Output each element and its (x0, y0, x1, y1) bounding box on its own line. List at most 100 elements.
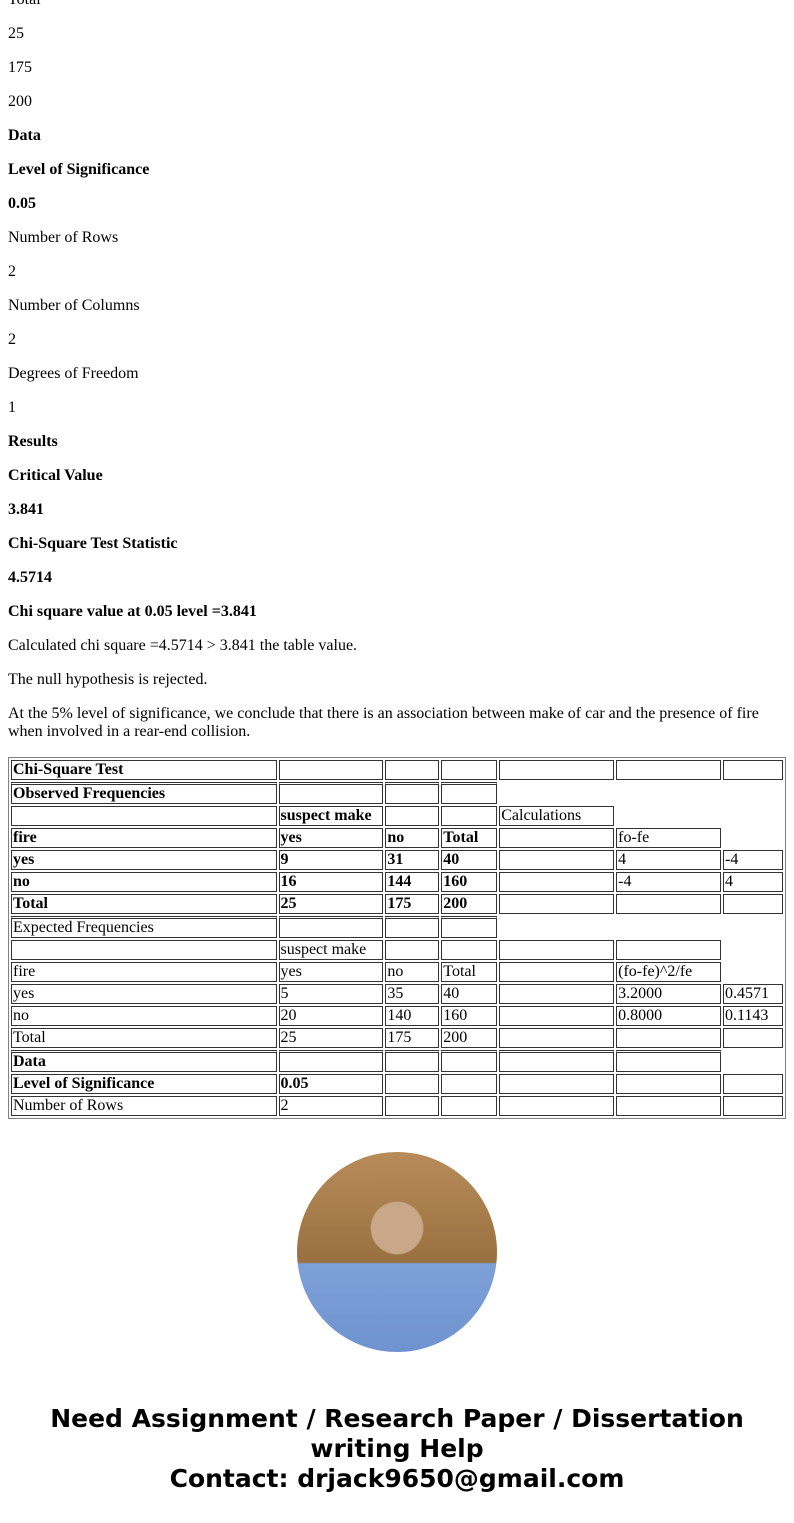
table-cell: 40 (441, 984, 498, 1004)
table-cell: fire (11, 828, 277, 848)
table-cell: Chi-Square Test (11, 760, 277, 780)
paragraph: Chi square value at 0.05 level =3.841 (8, 603, 257, 620)
table-cell (723, 894, 783, 914)
paragraph: Critical Value (8, 467, 103, 484)
table-cell (441, 806, 498, 826)
table-cell: 0.05 (278, 1074, 384, 1094)
table-cell (616, 940, 721, 960)
table-cell (441, 940, 498, 960)
table-cell: 20 (278, 1006, 384, 1026)
table-cell (441, 1050, 498, 1072)
paragraph: 0.05 (8, 195, 36, 212)
author-photo (297, 1152, 497, 1352)
footer-line-1: Need Assignment / Research Paper / Disse… (50, 1404, 744, 1463)
table-cell: 3.2000 (616, 984, 721, 1004)
table-cell (616, 1096, 721, 1116)
table-cell (385, 782, 440, 804)
table-row: yes 5 35 40 3.2000 0.4571 (11, 984, 783, 1004)
table-cell: 35 (385, 984, 440, 1004)
table-row: Level of Significance 0.05 (11, 1074, 783, 1094)
table-cell: 5 (278, 984, 384, 1004)
table-cell: Total (441, 962, 498, 982)
table-cell (499, 850, 615, 870)
table-cell (385, 806, 440, 826)
footer-contact: Contact: drjack9650@gmail.com (169, 1464, 625, 1493)
paragraph: Data (8, 127, 41, 144)
table-cell: (fo-fe)^2/fe (616, 962, 721, 982)
table-cell: 4 (723, 872, 783, 892)
table-cell (441, 1096, 498, 1116)
table-cell: 2 (278, 1096, 384, 1116)
table-cell (723, 1096, 783, 1116)
table-cell (499, 1028, 615, 1048)
table-row: Total 25 175 200 (11, 894, 783, 914)
chi-square-table: Chi-Square Test Observed Frequencies suspe… (8, 757, 786, 1119)
table-cell (385, 1096, 440, 1116)
table-cell: 4 (616, 850, 721, 870)
table-cell: 25 (278, 1028, 384, 1048)
table-cell: no (385, 962, 440, 982)
table-cell (278, 760, 384, 780)
table-cell: fire (11, 962, 277, 982)
table-cell (441, 1074, 498, 1094)
paragraph: 175 (8, 59, 32, 76)
table-cell: 25 (278, 894, 384, 914)
table-cell (11, 940, 277, 960)
table-cell: 175 (385, 894, 440, 914)
table-cell (616, 894, 721, 914)
table-cell (278, 916, 384, 938)
table-cell (278, 1050, 384, 1072)
paragraph: Total (8, 0, 786, 9)
paragraph: Number of Rows (8, 229, 119, 246)
table-row: Chi-Square Test (11, 760, 783, 780)
table-cell: 9 (278, 850, 384, 870)
table-cell (278, 782, 384, 804)
paragraph: 200 (8, 93, 32, 110)
table-cell: yes (11, 984, 277, 1004)
table-cell (499, 1096, 615, 1116)
table-cell (616, 1050, 721, 1072)
table-cell: 200 (441, 894, 498, 914)
table-cell: Total (11, 894, 277, 914)
table-cell: 0.8000 (616, 1006, 721, 1026)
table-cell: Expected Frequencies (11, 916, 277, 938)
paragraph: 2 (8, 331, 16, 348)
paragraph: Calculated chi square =4.5714 > 3.841 th… (8, 637, 358, 654)
table-row: suspect make Calculations (11, 806, 783, 826)
table-cell: Total (11, 1028, 277, 1048)
paragraph: 4.5714 (8, 569, 52, 586)
table-cell (499, 894, 615, 914)
table-cell (499, 760, 615, 780)
table-cell: -4 (616, 872, 721, 892)
paragraph: The null hypothesis is rejected. (8, 671, 208, 688)
table-cell: 140 (385, 1006, 440, 1026)
table-cell: suspect make (278, 940, 384, 960)
table-cell (616, 1074, 721, 1094)
table-row: no 20 140 160 0.8000 0.1143 (11, 1006, 783, 1026)
table-cell (441, 760, 498, 780)
table-cell: Number of Rows (11, 1096, 277, 1116)
paragraph: 25 (8, 25, 24, 42)
table-cell (385, 916, 440, 938)
table-cell (441, 782, 498, 804)
table-cell (499, 872, 615, 892)
table-cell: 160 (441, 1006, 498, 1026)
table-cell: Total (441, 828, 498, 848)
table-cell: suspect make (278, 806, 384, 826)
paragraph: Chi-Square Test Statistic (8, 535, 178, 552)
table-row: Data (11, 1050, 783, 1072)
chi-square-table-container: Chi-Square Test Observed Frequencies suspe… (8, 757, 786, 1121)
table-cell (441, 916, 498, 938)
table-cell: no (11, 872, 277, 892)
paragraph: 1 (8, 399, 16, 416)
table-cell (616, 1028, 721, 1048)
table-row: fire yes no Total (fo-fe)^2/fe (11, 962, 783, 982)
table-cell (385, 940, 440, 960)
table-cell: 40 (441, 850, 498, 870)
table-cell (723, 1074, 783, 1094)
table-cell: 31 (385, 850, 440, 870)
paragraph: Results (8, 433, 58, 450)
table-cell (385, 1074, 440, 1094)
table-cell: 16 (278, 872, 384, 892)
table-cell: Calculations (499, 806, 615, 826)
